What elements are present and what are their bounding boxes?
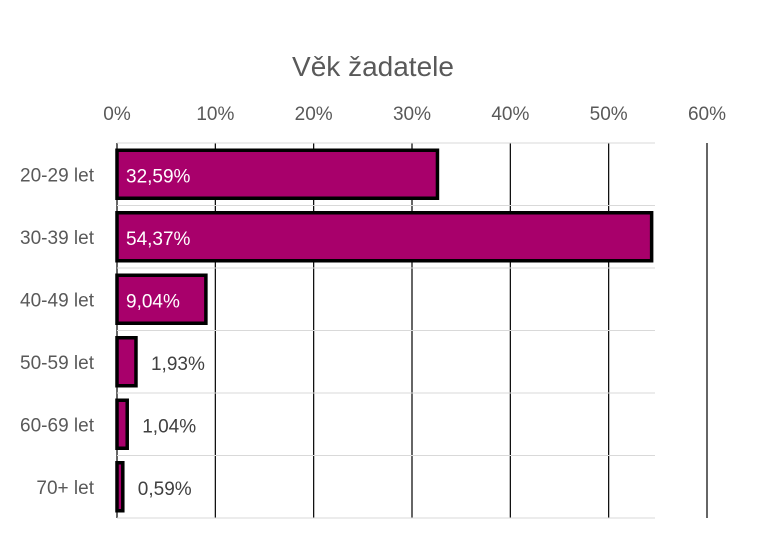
x-tick-label: 50% (590, 104, 628, 125)
x-tick-label: 60% (688, 104, 726, 125)
data-label: 9,04% (126, 291, 180, 312)
gridlines (116, 142, 708, 519)
bar (115, 273, 208, 325)
x-tick-label: 20% (295, 104, 333, 125)
category-label: 60-69 let (20, 415, 95, 436)
bar (115, 336, 138, 388)
bar (115, 461, 125, 513)
bar (115, 398, 129, 450)
category-label: 30-39 let (20, 228, 95, 249)
data-labels: 32,59% 54,37% 9,04% 1,93% 1,04% 0,59% (126, 166, 205, 500)
data-label: 54,37% (126, 229, 191, 250)
bar (115, 211, 654, 263)
bar (115, 148, 440, 200)
x-tick-label: 30% (393, 104, 431, 125)
category-label: 20-29 let (20, 165, 95, 186)
x-axis-ticks: 0% 10% 20% 30% 40% 50% 60% (103, 104, 726, 125)
chart-title: Věk žadatele (292, 51, 454, 82)
y-axis-categories: 20-29 let 30-39 let 40-49 let 50-59 let 60-6… (20, 165, 95, 499)
category-label: 50-59 let (20, 353, 95, 374)
data-label: 0,59% (138, 479, 192, 500)
bars (115, 148, 654, 513)
x-tick-label: 10% (196, 104, 234, 125)
data-label: 1,04% (142, 416, 196, 437)
category-label: 70+ let (36, 478, 94, 499)
x-tick-label: 0% (103, 104, 131, 125)
data-label: 1,93% (151, 354, 205, 375)
category-label: 40-49 let (20, 290, 95, 311)
data-label: 32,59% (126, 166, 191, 187)
x-tick-label: 40% (491, 104, 529, 125)
